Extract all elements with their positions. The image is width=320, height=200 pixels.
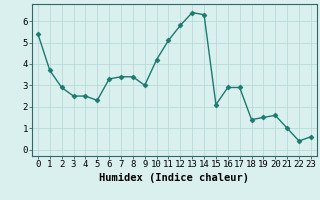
X-axis label: Humidex (Indice chaleur): Humidex (Indice chaleur): [100, 173, 249, 183]
